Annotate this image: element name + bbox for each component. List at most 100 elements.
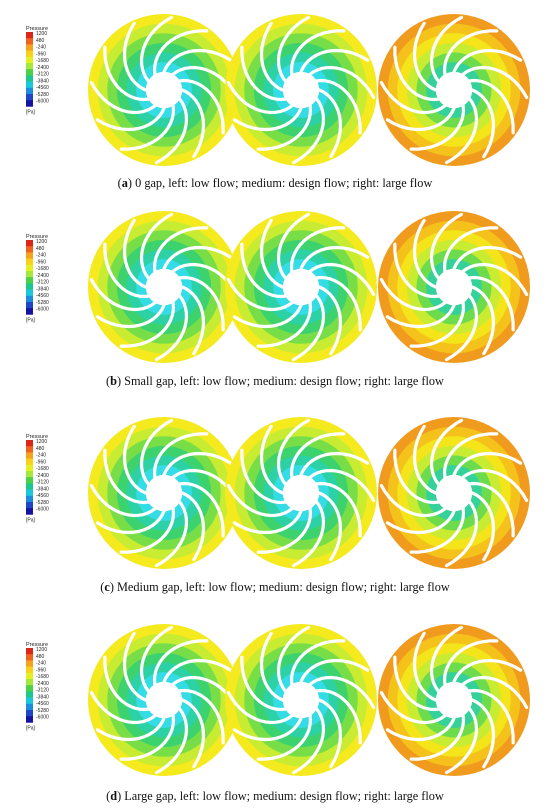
impeller-blade [317,698,343,769]
impeller-blade [162,658,233,684]
impeller-blade [276,418,311,486]
legend-tick-label: 1200 [36,31,47,37]
impeller-blade [442,226,499,273]
legend-swatch [26,258,33,266]
legend-unit: [Pa] [26,317,36,323]
caption-letter: d [110,789,118,803]
legend-tick-label: -4560 [36,701,49,707]
legend-tick-label: -5280 [36,92,49,98]
impeller-blade [89,690,157,725]
impeller-blade [444,500,479,568]
panel-a: Pressure1200480-240-960-1680-2400-3120-3… [26,14,530,166]
impeller-blade [122,631,148,702]
legend-swatch [26,660,33,667]
caption-letter: a [121,176,128,190]
impeller-blade [178,481,225,538]
impeller-blade [468,688,515,745]
legend-swatch [26,710,33,717]
legend-swatch [26,252,33,259]
legend-unit: [Pa] [26,725,36,731]
impeller-blade [308,65,376,100]
legend-tick-label: -3120 [36,72,49,78]
pressure-legend: Pressure1200480-240-960-1680-2400-3120-3… [26,26,49,115]
legend-swatch [26,495,33,503]
impeller-blade [139,212,174,280]
legend-tick-label: 1200 [36,239,47,245]
impeller-blade [468,275,515,332]
impeller-blade [452,245,523,271]
impeller-hub [435,268,473,306]
legend-swatch [26,271,33,278]
legend-swatch [26,502,33,509]
impeller-blade [240,448,287,505]
impeller-blade [299,658,370,684]
impeller-blade [429,418,464,486]
legend-swatch [26,87,33,95]
impeller-blade [393,448,440,505]
legend-tick-label: -240 [36,253,46,259]
legend-tick-label: -5280 [36,500,49,506]
impeller-blade [308,675,376,710]
impeller-blade [139,418,174,486]
impeller-blade [470,285,496,356]
legend-swatch [26,672,33,680]
impeller-blade [291,707,326,775]
legend-tick-label: -960 [36,259,46,265]
impeller-contour [225,211,377,363]
legend-title: Pressure [26,234,48,240]
legend-tick-label: -960 [36,51,46,57]
legend-swatch [26,679,33,686]
caption-b: (b) Small gap, left: low flow; medium: d… [106,374,444,388]
legend-swatch [26,283,33,290]
impeller-blade [289,432,346,479]
impeller-blade [256,301,313,348]
legend-swatch [26,697,33,705]
impeller-blade [393,45,440,102]
impeller-blade [291,500,326,568]
legend-tick-label: -6000 [36,99,49,105]
impeller-blade [461,675,529,710]
impeller-blade [259,218,285,289]
impeller-blade [299,451,370,477]
legend-tick-label: -1680 [36,674,49,680]
impeller-blade [152,29,209,76]
impeller-blade [180,491,206,562]
impeller-blade [385,716,456,742]
caption-text: Medium gap, left: low flow; medium: desi… [116,580,450,594]
impeller-blade [178,688,225,745]
legend-tick-label: -1680 [36,58,49,64]
impeller-contour [88,417,240,569]
impeller-blade [315,481,362,538]
impeller-blade [162,245,233,271]
legend-swatch [26,240,33,247]
impeller-blade [470,491,496,562]
legend-tick-label: -4560 [36,85,49,91]
legend-unit: [Pa] [26,109,36,115]
impeller-blade [152,226,209,273]
pressure-legend: Pressure1200480-240-960-1680-2400-3120-3… [26,234,49,323]
impeller-hub [282,71,320,109]
impeller-hub [145,681,183,719]
impeller-blade [385,303,456,329]
impeller-blade [89,483,157,518]
legend-tick-label: -6000 [36,715,49,721]
impeller-blade [256,714,313,761]
impeller-blade [412,424,438,495]
legend-tick-label: -2400 [36,65,49,71]
legend-tick-label: -3120 [36,280,49,286]
impeller-blade [226,277,294,312]
legend-swatch [26,471,33,478]
impeller-contour [225,417,377,569]
legend-tick-label: -5280 [36,708,49,714]
impeller-blade [429,212,464,280]
impeller-blade [232,303,303,329]
impeller-blade [103,655,150,712]
impeller-blade [152,639,209,686]
legend-tick-label: -3840 [36,286,49,292]
impeller-blade [139,625,174,693]
impeller-blade [412,631,438,702]
impeller-blade [429,625,464,693]
impeller-blade [232,716,303,742]
impeller-blade [122,218,148,289]
